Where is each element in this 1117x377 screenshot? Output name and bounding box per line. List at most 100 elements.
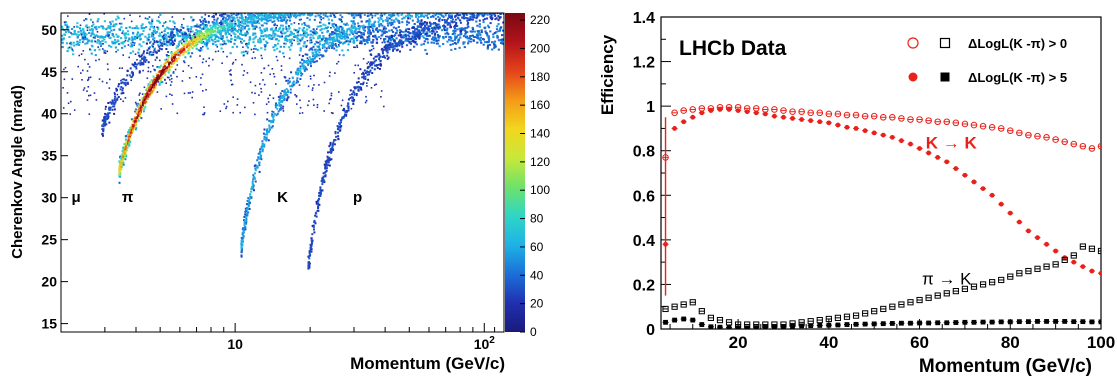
heatmap-cell <box>246 51 248 53</box>
heatmap-cell <box>456 5 458 7</box>
heatmap-cell <box>196 26 198 28</box>
heatmap-cell <box>480 4 482 6</box>
heatmap-cell <box>263 6 265 8</box>
heatmap-cell <box>107 69 109 71</box>
heatmap-cell <box>324 1 326 3</box>
heatmap-cell <box>133 44 135 46</box>
heatmap-cell <box>338 3 340 5</box>
heatmap-cell <box>164 30 166 32</box>
heatmap-cell <box>483 19 485 21</box>
heatmap-cell <box>267 2 269 4</box>
heatmap-cell <box>385 28 387 30</box>
heatmap-cell <box>276 25 278 27</box>
heatmap-cell <box>455 4 457 6</box>
heatmap-cell <box>240 41 242 43</box>
heatmap-cell <box>473 39 475 41</box>
heatmap-cell <box>388 6 390 8</box>
heatmap-cell <box>130 77 132 79</box>
heatmap-cell <box>213 15 215 17</box>
heatmap-cell <box>167 61 169 63</box>
heatmap-cell <box>309 9 311 11</box>
heatmap-cell <box>264 136 266 138</box>
heatmap-cell <box>324 10 326 12</box>
heatmap-cell <box>169 93 171 95</box>
heatmap-cell <box>446 5 448 7</box>
heatmap-cell <box>403 9 405 11</box>
heatmap-cell <box>156 57 158 59</box>
cherenkov-panel: 152025303540455010 102 μπKp Momentum (GeV… <box>9 0 550 373</box>
heatmap-cell <box>117 36 119 38</box>
heatmap-cell <box>151 26 153 28</box>
heatmap-cell <box>153 34 155 36</box>
heatmap-cell <box>466 2 468 4</box>
heatmap-cell <box>139 38 141 40</box>
heatmap-cell <box>238 21 240 23</box>
heatmap-cell <box>179 31 181 33</box>
heatmap-cell <box>308 100 310 102</box>
heatmap-cell <box>80 72 82 74</box>
heatmap-cell <box>330 11 332 13</box>
heatmap-cell <box>217 28 219 30</box>
heatmap-cell <box>369 18 371 20</box>
heatmap-cell <box>132 39 134 41</box>
heatmap-cell <box>124 148 126 150</box>
heatmap-cell <box>208 65 210 67</box>
heatmap-cell <box>456 10 458 12</box>
heatmap-cell <box>452 10 454 12</box>
heatmap-cell <box>455 6 457 8</box>
heatmap-cell <box>180 29 182 31</box>
heatmap-cell <box>315 49 317 51</box>
heatmap-cell <box>315 15 317 17</box>
heatmap-cell <box>343 3 345 5</box>
heatmap-cell <box>216 19 218 21</box>
heatmap-cell <box>338 61 340 63</box>
heatmap-cell <box>127 30 129 32</box>
heatmap-cell <box>144 99 146 101</box>
heatmap-cell <box>261 7 263 9</box>
heatmap-cell <box>91 33 93 35</box>
heatmap-cell <box>368 35 370 37</box>
heatmap-cell <box>234 39 236 41</box>
heatmap-cell <box>198 34 200 36</box>
heatmap-cell <box>396 6 398 8</box>
heatmap-cell <box>491 3 493 5</box>
heatmap-cell <box>388 30 390 32</box>
heatmap-cell <box>469 9 471 11</box>
heatmap-cell <box>329 7 331 9</box>
heatmap-cell <box>375 6 377 8</box>
heatmap-cell <box>327 26 329 28</box>
heatmap-cell <box>307 1 309 3</box>
heatmap-cell <box>152 20 154 22</box>
heatmap-cell <box>473 6 475 8</box>
heatmap-cell <box>304 41 306 43</box>
heatmap-cell <box>374 21 376 23</box>
heatmap-cell <box>465 32 467 34</box>
heatmap-cell <box>107 35 109 37</box>
heatmap-cell <box>431 8 433 10</box>
heatmap-cell <box>308 26 310 28</box>
heatmap-cell <box>122 30 124 32</box>
heatmap-cell <box>324 50 326 52</box>
heatmap-cell <box>274 7 276 9</box>
heatmap-cell <box>420 10 422 12</box>
heatmap-cell <box>441 5 443 7</box>
heatmap-cell <box>398 8 400 10</box>
heatmap-cell <box>145 26 147 28</box>
heatmap-cell <box>349 5 351 7</box>
heatmap-cell <box>211 39 213 41</box>
heatmap-cell <box>485 6 487 8</box>
heatmap-cell <box>173 62 175 64</box>
heatmap-cell <box>407 7 409 9</box>
heatmap-cell <box>451 3 453 5</box>
heatmap-cell <box>472 0 474 1</box>
heatmap-cell <box>266 128 268 130</box>
heatmap-cell <box>407 9 409 11</box>
heatmap-cell <box>137 36 139 38</box>
heatmap-cell <box>241 34 243 36</box>
heatmap-cell <box>65 67 67 69</box>
heatmap-cell <box>463 11 465 13</box>
heatmap-cell <box>502 9 504 11</box>
heatmap-cell <box>377 0 379 1</box>
heatmap-cell <box>88 95 90 97</box>
heatmap-cell <box>136 103 138 105</box>
